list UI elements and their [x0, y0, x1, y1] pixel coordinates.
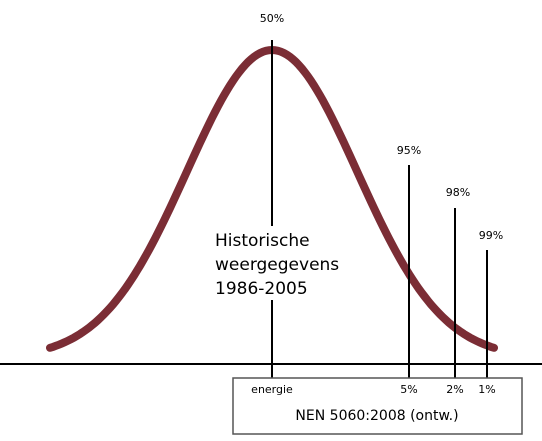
bottom-label: 2%	[446, 383, 463, 396]
center-text: 1986-2005	[215, 279, 308, 299]
center-text: weergegevens	[215, 255, 339, 275]
top-label: 95%	[397, 144, 421, 157]
text-backdrop	[215, 228, 335, 300]
bottom-label: energie	[251, 383, 293, 396]
top-label: 99%	[479, 229, 503, 242]
center-text: Historische	[215, 231, 310, 251]
top-label: 98%	[446, 186, 470, 199]
top-label: 50%	[260, 12, 284, 25]
bottom-label: 1%	[478, 383, 495, 396]
box-label: NEN 5060:2008 (ontw.)	[295, 408, 458, 424]
bottom-label: 5%	[400, 383, 417, 396]
label-box	[232, 377, 523, 435]
